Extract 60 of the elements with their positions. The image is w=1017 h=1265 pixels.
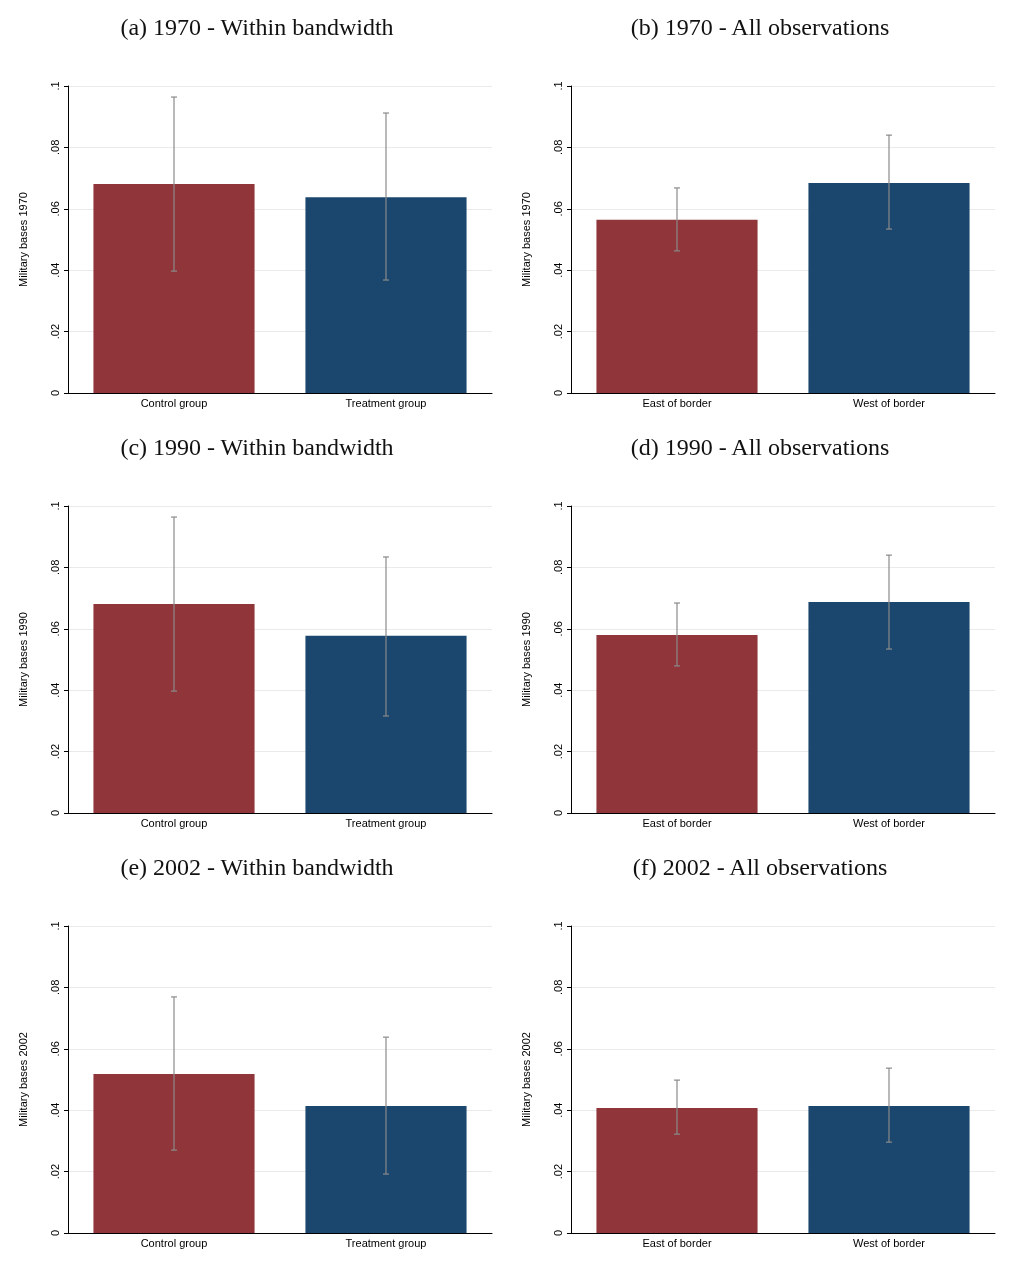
y-tick-label: .04 — [551, 262, 564, 278]
y-tick-label: .06 — [48, 621, 61, 637]
y-tick-label: 0 — [551, 1229, 564, 1237]
y-tick-label: .02 — [48, 323, 61, 340]
y-tick-label: .06 — [551, 1041, 564, 1057]
y-axis-title: Military bases 2002 — [16, 1032, 29, 1127]
y-tick-label: .04 — [48, 682, 61, 698]
chart-title: (d) 1990 - All observations — [630, 434, 890, 460]
y-tick-label: .06 — [551, 621, 564, 637]
y-tick-label: .06 — [551, 201, 564, 217]
y-tick-label: .02 — [551, 743, 564, 760]
chart-title: (e) 2002 - Within bandwidth — [120, 854, 394, 880]
y-tick-label: 0 — [48, 389, 61, 397]
y-tick-label: .1 — [551, 921, 564, 931]
y-tick-label: .06 — [48, 201, 61, 217]
x-tick-label: East of border — [642, 1236, 712, 1249]
y-axis-title: Military bases 1990 — [519, 612, 532, 707]
y-tick-label: 0 — [48, 809, 61, 817]
x-tick-label: Control group — [140, 816, 208, 829]
y-tick-label: .1 — [551, 81, 564, 91]
x-tick-label: East of border — [642, 816, 712, 829]
y-tick-label: .08 — [551, 979, 564, 996]
y-tick-label: .02 — [551, 323, 564, 340]
y-tick-label: .08 — [48, 979, 61, 996]
y-axis-title: Military bases 1970 — [16, 192, 29, 287]
y-tick-label: .04 — [48, 262, 61, 278]
chart-title: (a) 1970 - Within bandwidth — [120, 14, 394, 40]
x-tick-label: Control group — [140, 1236, 208, 1249]
y-tick-label: .02 — [48, 743, 61, 760]
x-tick-label: East of border — [642, 396, 712, 409]
chart-title: (b) 1970 - All observations — [630, 14, 890, 40]
x-tick-label: Treatment group — [345, 1236, 427, 1249]
y-tick-label: .08 — [48, 559, 61, 576]
y-tick-label: .04 — [551, 1102, 564, 1118]
y-tick-label: .08 — [551, 139, 564, 156]
y-axis-title: Military bases 1990 — [16, 612, 29, 707]
y-tick-label: .1 — [48, 501, 61, 511]
y-tick-label: 0 — [551, 809, 564, 817]
y-tick-label: .04 — [48, 1102, 61, 1118]
chart-title: (f) 2002 - All observations — [632, 854, 888, 880]
y-tick-label: .08 — [48, 139, 61, 156]
x-tick-label: Treatment group — [345, 396, 427, 409]
x-tick-label: West of border — [853, 396, 926, 409]
x-tick-label: West of border — [853, 1236, 926, 1249]
y-axis-title: Military bases 1970 — [519, 192, 532, 287]
y-tick-label: .02 — [551, 1163, 564, 1180]
y-tick-label: .04 — [551, 682, 564, 698]
x-tick-label: Control group — [140, 396, 208, 409]
y-tick-label: .08 — [551, 559, 564, 576]
x-tick-label: Treatment group — [345, 816, 427, 829]
chart-title: (c) 1990 - Within bandwidth — [120, 434, 394, 460]
y-tick-label: .1 — [551, 501, 564, 511]
y-tick-label: .1 — [48, 81, 61, 91]
y-tick-label: .02 — [48, 1163, 61, 1180]
y-tick-label: 0 — [48, 1229, 61, 1237]
y-tick-label: 0 — [551, 389, 564, 397]
y-axis-title: Military bases 2002 — [519, 1032, 532, 1127]
x-tick-label: West of border — [853, 816, 926, 829]
y-tick-label: .1 — [48, 921, 61, 931]
y-tick-label: .06 — [48, 1041, 61, 1057]
